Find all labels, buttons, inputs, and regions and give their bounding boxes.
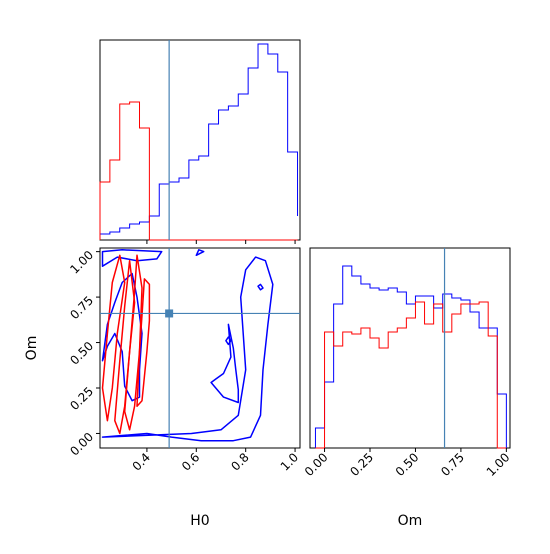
x-ticks: 0.00 0.25 0.50 0.75 1.00: [302, 448, 513, 479]
x-tick-label: 0.75: [438, 450, 467, 479]
hist-Om-series-group: [314, 265, 507, 449]
panel-hist-H0: [99, 39, 301, 244]
x-axis-label-Om: Om: [398, 513, 423, 529]
contour-line: [136, 278, 151, 407]
contour-line: [123, 254, 143, 431]
contour-lines-group: [101, 249, 274, 442]
x-axis-label-H0: H0: [190, 513, 209, 529]
panel-frame: [99, 39, 301, 241]
contour-line: [257, 283, 264, 291]
contour-line: [195, 249, 205, 257]
panel-hist-Om: 0.00 0.25 0.50 0.75 1.00 Om: [302, 247, 513, 529]
y-tick-label: 0.50: [67, 339, 96, 368]
contour-line: [210, 323, 240, 404]
truth-point-marker: [165, 309, 174, 318]
x-tick-label: 0.50: [393, 450, 422, 479]
x-tick-label: 0.4: [130, 450, 153, 473]
histogram-series-0: [314, 265, 507, 448]
y-tick-label: 0.00: [67, 430, 96, 459]
x-ticks: [146, 240, 296, 244]
contour-line: [101, 254, 126, 422]
contour-line: [225, 336, 232, 346]
y-tick-label: 1.00: [67, 248, 96, 277]
y-tick-label: 0.25: [67, 384, 96, 413]
y-ticks: 0.00 0.25 0.50 0.75 1.00: [67, 248, 100, 459]
x-tick-label: 1.0: [278, 450, 301, 473]
panel-contour: 0.4 0.6 0.8 1.0 0.00 0.25 0.50 0.75 1.00 H0 Om: [24, 247, 301, 529]
histogram-series-1: [315, 301, 507, 449]
truth-crosshair-group: [100, 248, 300, 448]
histogram-series-0: [99, 43, 299, 240]
y-axis-label-Om: Om: [24, 336, 40, 361]
contour-line: [101, 256, 274, 442]
contour-line: [114, 259, 136, 435]
x-tick-label: 1.00: [484, 450, 513, 479]
x-tick-label: 0.25: [347, 450, 376, 479]
x-ticks: 0.4 0.6 0.8 1.0: [130, 448, 301, 474]
x-tick-label: 0.00: [302, 450, 331, 479]
x-tick-label: 0.6: [179, 450, 202, 473]
y-tick-label: 0.75: [67, 293, 96, 322]
panel-frame: [309, 247, 511, 449]
x-tick-label: 0.8: [228, 450, 251, 473]
